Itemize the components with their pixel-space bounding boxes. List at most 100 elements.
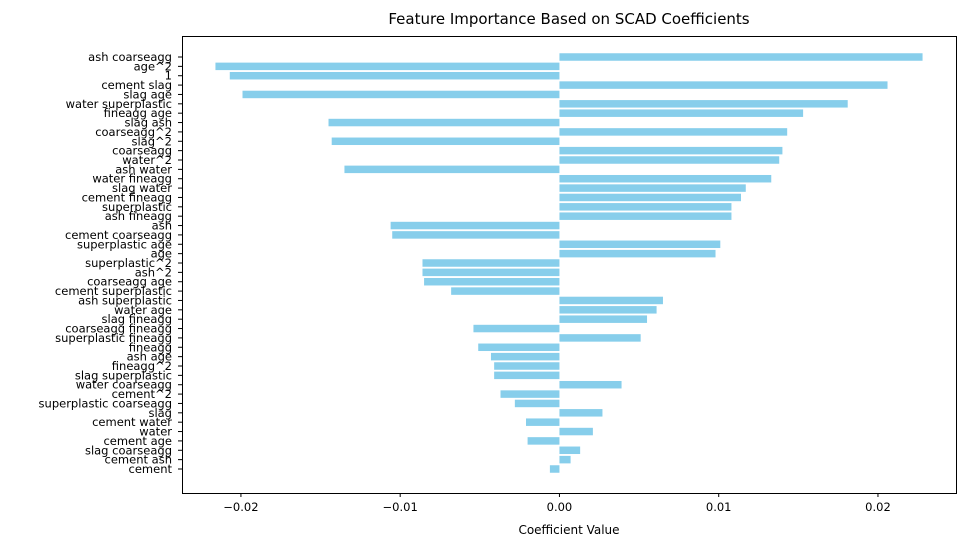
category-label: cement coarseagg [65, 228, 172, 242]
category-label: slag coarseagg [85, 443, 172, 457]
category-label: slag water [112, 181, 172, 195]
category-label: cement ash [105, 453, 172, 467]
category-label: cement [129, 462, 173, 476]
bar-cement-coarseagg [392, 231, 560, 239]
bar-slag-fineagg [559, 315, 648, 323]
bar-cement-water [526, 418, 560, 426]
bar-cement-slag [559, 81, 888, 89]
category-label: superplastic age [77, 237, 172, 251]
bar-cement-2 [500, 390, 560, 398]
bar-slag-age [242, 90, 560, 99]
category-label: coarseagg [112, 144, 172, 158]
bar-coarseagg-age [424, 277, 560, 286]
category-label: cement^2 [112, 387, 172, 401]
bar-cement-ash [559, 455, 571, 464]
bar-slag [559, 409, 603, 417]
category-label: ash^2 [135, 265, 172, 279]
category-label: slag ash [124, 116, 172, 130]
category-label: ash superplastic [78, 293, 172, 307]
category-label: ash coarseagg [88, 50, 172, 64]
category-label: ash [152, 219, 172, 233]
x-axis-label: Coefficient Value [518, 523, 619, 537]
category-label: slag [148, 406, 172, 420]
category-label: slag^2 [132, 134, 173, 148]
bar-age [559, 249, 716, 258]
category-label: water [139, 425, 172, 439]
bar-water-coarseagg [559, 380, 622, 389]
category-label: water^2 [122, 153, 172, 167]
category-label: fineagg^2 [112, 359, 172, 373]
bar-water [559, 427, 593, 436]
x-tick-label: 0.01 [706, 500, 732, 514]
category-label: fineagg age [104, 106, 172, 120]
bar-water-superplastic [559, 100, 848, 108]
category-label: 1 [165, 69, 172, 83]
category-label: age^2 [134, 59, 172, 73]
category-label: water superplastic [66, 97, 172, 111]
bar-water-2 [559, 156, 780, 164]
bar-slag-coarseagg [559, 446, 581, 455]
bar-ash-superplastic [559, 296, 663, 305]
bar-ash [390, 221, 560, 230]
bars-group [215, 53, 923, 473]
x-tick-label: 0.02 [865, 500, 891, 514]
category-label: coarseagg fineagg [65, 322, 172, 336]
category-label: water coarseagg [76, 378, 172, 392]
category-label: slag superplastic [75, 368, 172, 382]
bar-slag-water [559, 184, 746, 192]
x-tick-label: −0.02 [223, 500, 258, 514]
category-label: superplastic [102, 200, 172, 214]
category-label: coarseagg age [87, 275, 172, 289]
bar-cement-superplastic [451, 287, 560, 295]
bar-coarseagg [559, 146, 783, 155]
bar-coarseagg-2 [559, 128, 788, 136]
category-label: superplastic coarseagg [39, 396, 172, 410]
bar-superplastic-fineagg [559, 334, 641, 342]
bar-superplastic [559, 203, 732, 211]
bar-slag-2 [331, 137, 560, 146]
category-label: water fineagg [92, 172, 172, 186]
bar-ash-water [344, 165, 560, 174]
category-label: cement slag [101, 78, 172, 92]
bar-ash-age [490, 352, 560, 361]
bar-water-fineagg [559, 174, 772, 183]
bar-cement-age [527, 437, 560, 445]
category-label: fineagg [129, 340, 172, 354]
bar-cement [549, 465, 560, 473]
bar-slag-ash [328, 118, 560, 127]
category-label: cement age [103, 434, 172, 448]
bar-superplastic-2 [422, 259, 560, 267]
bar-slag-superplastic [494, 371, 560, 380]
bar-coarseagg-fineagg [473, 324, 560, 333]
plot-area-frame [182, 36, 957, 494]
category-label: superplastic^2 [85, 256, 172, 270]
bar-ash-coarseagg [559, 53, 923, 61]
bar-fineagg-2 [494, 362, 560, 370]
category-label: superplastic fineagg [55, 331, 172, 345]
x-tick-label: −0.01 [383, 500, 418, 514]
bar-fineagg [478, 343, 560, 352]
category-label: slag fineagg [102, 312, 172, 326]
bar-superplastic-age [559, 240, 721, 249]
bar-ash-fineagg [559, 212, 732, 220]
x-ticks-group: −0.02 −0.01 0.00 0.01 0.02 [223, 493, 891, 514]
chart-title: Feature Importance Based on SCAD Coeffic… [388, 10, 749, 28]
category-label: ash age [127, 350, 172, 364]
category-label: water age [114, 303, 172, 317]
bar-age-2 [215, 62, 560, 71]
category-label: cement superplastic [55, 284, 172, 298]
category-label: cement fineagg [82, 190, 172, 204]
category-label: coarseagg^2 [95, 125, 172, 139]
category-label: age [151, 247, 172, 261]
bar-water-age [559, 306, 657, 314]
bar-cement-fineagg [559, 193, 741, 202]
category-label: ash fineagg [105, 209, 172, 223]
category-label: slag age [123, 87, 172, 101]
bar-1 [229, 71, 560, 80]
category-label: ash water [115, 162, 172, 176]
bar-ash-2 [422, 268, 560, 277]
x-tick-label: 0.00 [547, 500, 573, 514]
